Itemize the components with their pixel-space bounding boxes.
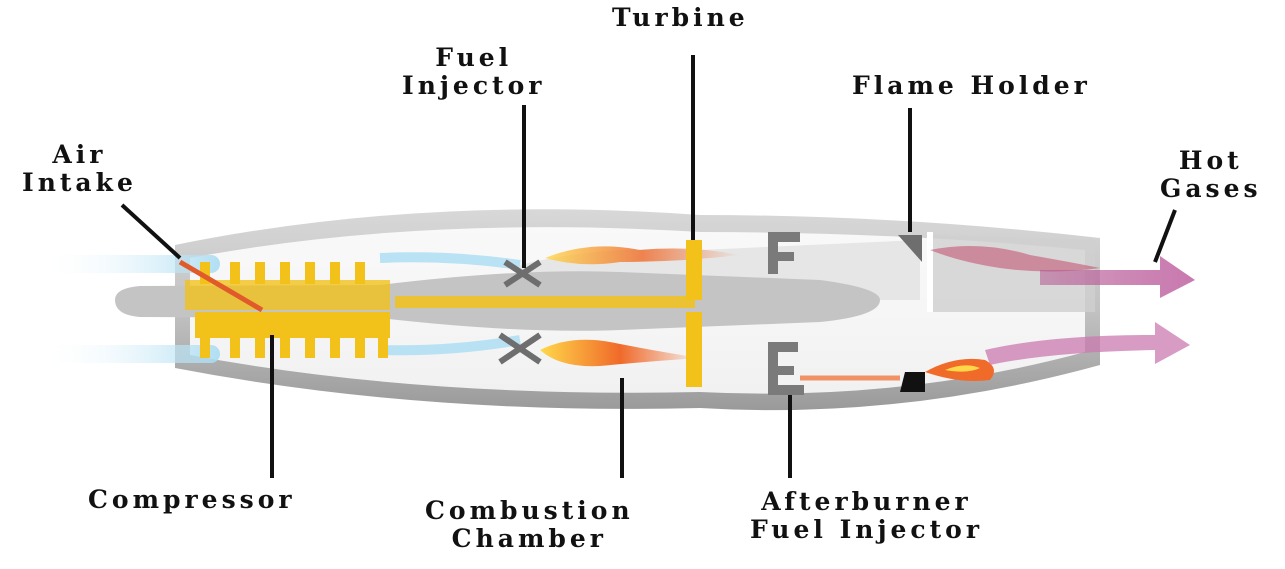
intake-airflow — [40, 252, 521, 363]
turbine-blades — [686, 240, 702, 387]
label-hot-gases: Hot Gases — [1160, 146, 1262, 203]
leader-air-intake — [120, 203, 182, 260]
label-afterburner-fuel-injector: Afterburner Fuel Injector — [750, 487, 984, 544]
flame-holder-marks — [898, 235, 925, 392]
exhaust-arrows — [985, 256, 1195, 365]
fuel-injector-marks — [498, 259, 542, 365]
leader-lines — [270, 55, 1177, 478]
leader-hot-gases — [1153, 209, 1177, 263]
air-intake-pointer — [178, 259, 264, 313]
afterburner-injectors — [768, 232, 804, 395]
label-compressor: Compressor — [88, 485, 296, 514]
label-turbine: Turbine — [612, 3, 749, 32]
label-fuel-injector: Fuel Injector — [402, 43, 546, 100]
label-air-intake: Air Intake — [22, 140, 137, 197]
label-combustion-chamber: Combustion Chamber — [425, 496, 634, 553]
label-flame-holder: Flame Holder — [852, 71, 1091, 100]
afterburner-flames — [925, 246, 1100, 381]
